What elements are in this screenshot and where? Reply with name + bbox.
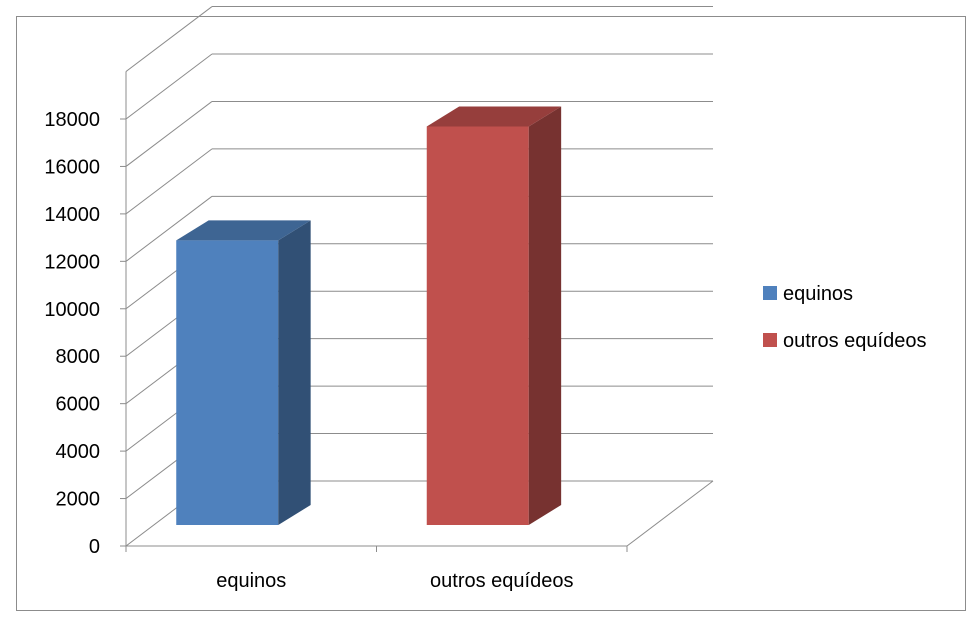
legend: equinos outros equídeos <box>763 283 926 352</box>
gridline-side <box>125 53 213 120</box>
axis-labels: 0 2000 4000 6000 8000 10000 12000 14000 16000 180… <box>44 109 573 592</box>
gridline-side <box>125 148 213 215</box>
gridline-side <box>125 195 213 262</box>
bar-side <box>278 220 311 526</box>
x-tick-label: equinos <box>216 570 286 592</box>
legend-label: equinos <box>783 283 853 305</box>
y-tick-label: 8000 <box>56 346 101 368</box>
bar-side <box>528 106 562 525</box>
legend-swatch <box>763 333 777 347</box>
y-tick-label: 6000 <box>56 394 101 416</box>
y-tick-label: 16000 <box>44 156 100 178</box>
y-tick-label: 4000 <box>56 441 101 463</box>
gridline-side <box>125 6 213 72</box>
y-tick-label: 14000 <box>44 204 100 226</box>
bar <box>426 106 562 525</box>
bar <box>176 220 311 526</box>
axes <box>120 71 628 552</box>
y-tick-label: 12000 <box>44 251 100 273</box>
y-tick-label: 2000 <box>56 489 101 511</box>
bar-front <box>426 126 529 525</box>
bars <box>176 106 562 526</box>
bar-front <box>176 240 279 526</box>
y-tick-label: 10000 <box>44 299 100 321</box>
floor-right-edge <box>626 480 714 547</box>
bar-top <box>176 220 311 241</box>
bar-top <box>426 106 562 127</box>
gridline-side <box>125 101 213 167</box>
legend-swatch <box>763 286 777 300</box>
legend-label: outros equídeos <box>783 330 926 352</box>
y-tick-label: 0 <box>89 536 100 558</box>
y-tick-label: 18000 <box>44 109 100 131</box>
x-tick-label: outros equídeos <box>430 570 573 592</box>
